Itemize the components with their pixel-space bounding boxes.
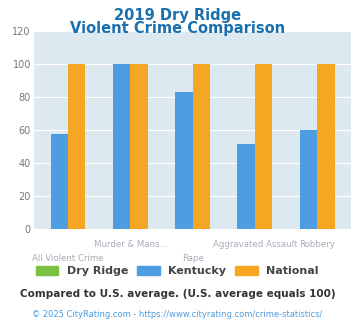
Legend: Dry Ridge, Kentucky, National: Dry Ridge, Kentucky, National — [32, 261, 323, 280]
Text: Aggravated Assault: Aggravated Assault — [213, 241, 297, 249]
Bar — [300, 130, 317, 229]
Bar — [50, 134, 68, 229]
Bar — [113, 64, 130, 229]
Bar — [175, 92, 192, 229]
Bar — [317, 64, 335, 229]
Text: Compared to U.S. average. (U.S. average equals 100): Compared to U.S. average. (U.S. average … — [20, 289, 335, 299]
Bar — [255, 64, 272, 229]
Bar — [237, 144, 255, 229]
Text: © 2025 CityRating.com - https://www.cityrating.com/crime-statistics/: © 2025 CityRating.com - https://www.city… — [32, 310, 323, 319]
Text: Rape: Rape — [182, 254, 203, 263]
Bar — [68, 64, 86, 229]
Text: Violent Crime Comparison: Violent Crime Comparison — [70, 21, 285, 36]
Text: 2019 Dry Ridge: 2019 Dry Ridge — [114, 8, 241, 23]
Bar — [130, 64, 148, 229]
Text: Murder & Mans...: Murder & Mans... — [93, 241, 167, 249]
Bar — [193, 64, 210, 229]
Text: Robbery: Robbery — [299, 241, 335, 249]
Text: All Violent Crime: All Violent Crime — [32, 254, 104, 263]
